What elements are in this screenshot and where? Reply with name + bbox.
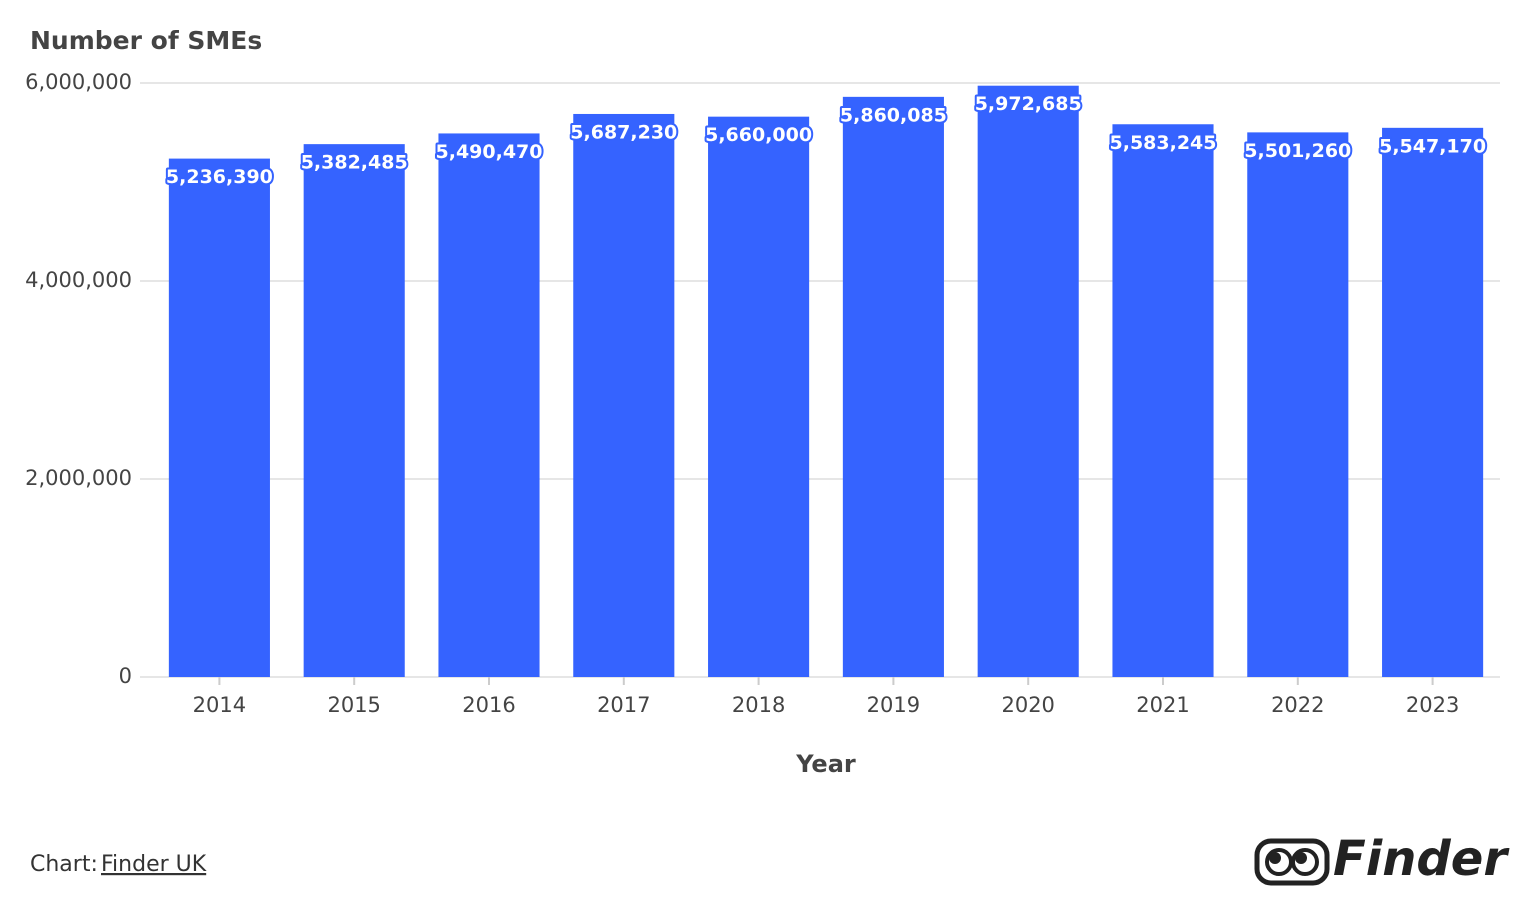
value-label: 5,547,170	[1379, 135, 1486, 157]
value-label: 5,583,245	[1110, 132, 1217, 154]
value-label: 5,860,085	[840, 104, 947, 126]
x-tick-label: 2020	[1001, 693, 1054, 717]
x-tick-label: 2018	[732, 693, 785, 717]
x-tick-label: 2015	[327, 693, 380, 717]
value-label: 5,490,470	[436, 141, 543, 163]
x-tick-label: 2022	[1271, 693, 1324, 717]
bar	[168, 158, 270, 677]
value-label: 5,501,260	[1244, 140, 1351, 162]
bar	[842, 96, 944, 678]
value-label: 5,382,485	[301, 152, 408, 174]
x-axis-title: Year	[795, 750, 856, 778]
bar	[573, 113, 675, 677]
value-label: 5,660,000	[705, 124, 812, 146]
value-label: 5,687,230	[570, 121, 677, 143]
bar	[1247, 132, 1349, 678]
logo-text: Finder	[1333, 831, 1510, 887]
x-tick-label: 2014	[193, 693, 246, 717]
bar	[303, 144, 405, 678]
value-label: 5,236,390	[166, 166, 273, 188]
x-tick-label: 2023	[1406, 693, 1459, 717]
value-label: 5,972,685	[975, 93, 1082, 115]
y-tick-label: 0	[119, 664, 132, 688]
source-link[interactable]: Finder UK	[101, 852, 207, 877]
y-tick-label: 2,000,000	[25, 466, 132, 490]
x-tick-label: 2017	[597, 693, 650, 717]
bar	[1112, 124, 1214, 678]
y-tick-label: 6,000,000	[25, 70, 132, 94]
x-tick-label: 2016	[462, 693, 515, 717]
logo-icon	[1254, 838, 1330, 886]
bar	[438, 133, 540, 677]
bar	[1382, 127, 1484, 677]
bar	[708, 116, 810, 677]
bar	[977, 85, 1079, 678]
x-tick-label: 2021	[1136, 693, 1189, 717]
y-tick-label: 4,000,000	[25, 268, 132, 292]
chart-title: Number of SMEs	[30, 26, 262, 55]
x-tick-label: 2019	[867, 693, 920, 717]
source-prefix: Chart:	[30, 852, 98, 877]
